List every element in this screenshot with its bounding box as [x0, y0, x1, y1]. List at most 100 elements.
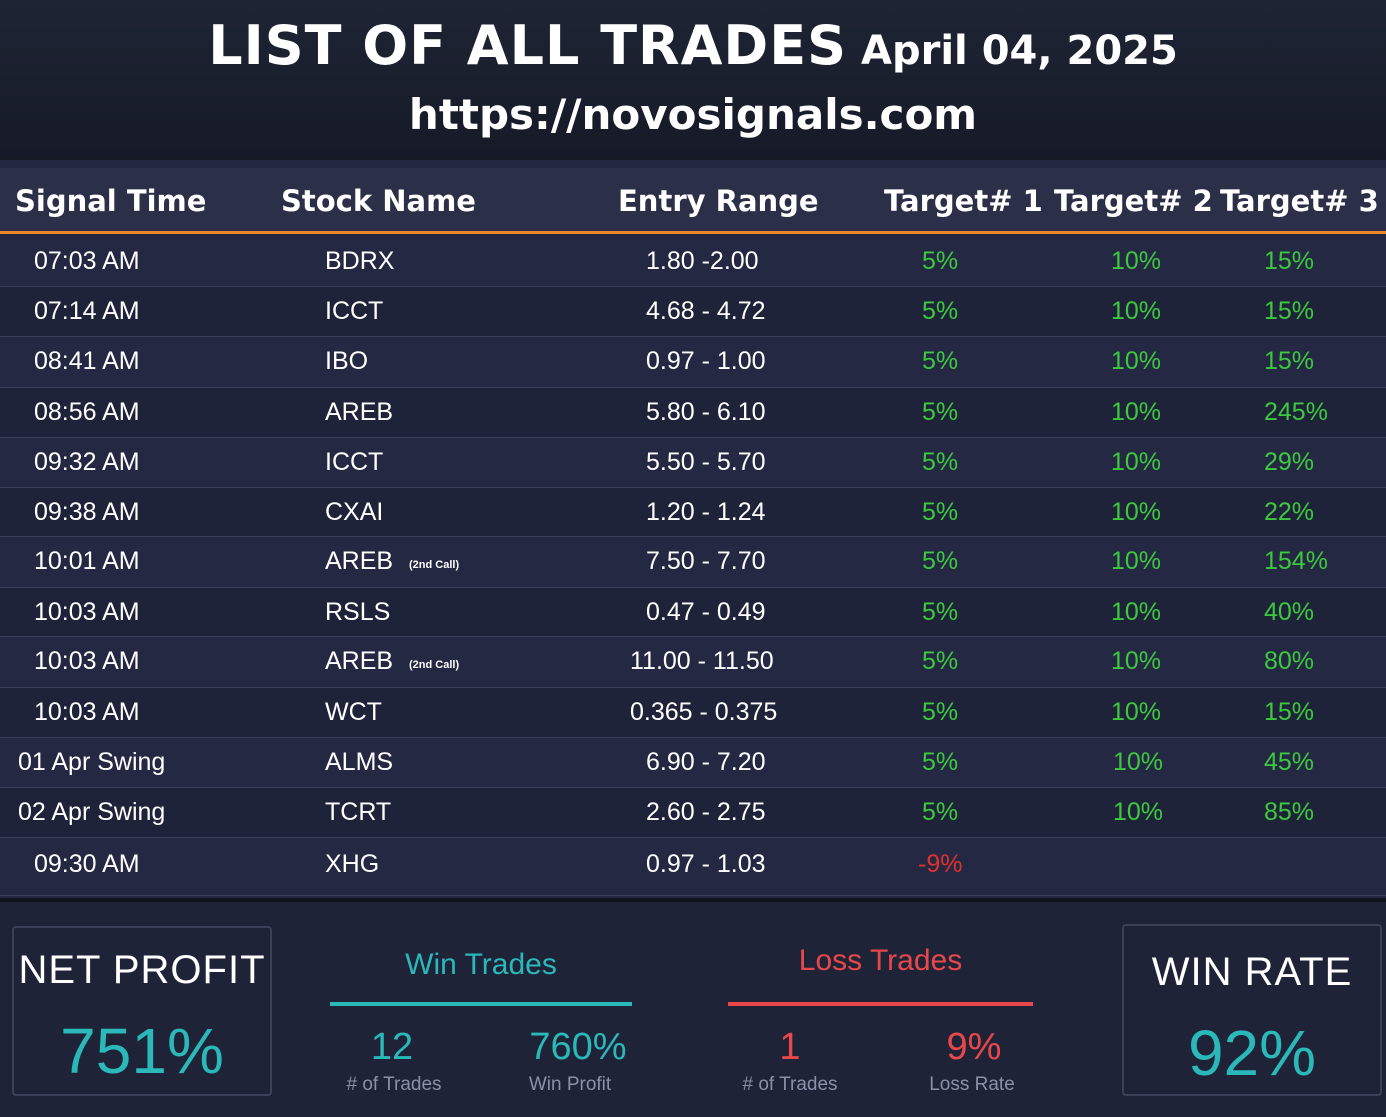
entry-range-cell: 0.97 - 1.03: [646, 850, 766, 878]
net-profit-box: NET PROFIT 751%: [12, 926, 272, 1096]
entry-range-cell: 0.97 - 1.00: [646, 347, 766, 375]
entry-range-cell: 4.68 - 4.72: [646, 297, 766, 325]
signal-time-cell: 02 Apr Swing: [18, 798, 166, 826]
loss-trades-divider: [728, 1002, 1033, 1006]
stock-name-cell: IBO: [325, 347, 369, 375]
target-1-cell: 5%: [922, 798, 959, 826]
target-3-cell: 15%: [1264, 297, 1315, 325]
stock-name-cell: TCRT: [325, 798, 392, 826]
target-2-cell: 10%: [1111, 398, 1162, 426]
target-1-cell: 5%: [922, 398, 959, 426]
table-row: 09:32 AM ICCT 5.50 - 5.70 5% 10% 29%: [0, 438, 1386, 488]
target-3-cell: 154%: [1264, 547, 1328, 575]
target-3-cell: 245%: [1264, 398, 1328, 426]
stock-name-cell: ICCT: [325, 448, 384, 476]
column-header-target-3: Target# 3: [1220, 184, 1379, 218]
loss-rate-label: Loss Rate: [929, 1074, 1015, 1095]
target-1-cell: 5%: [922, 448, 959, 476]
stock-name-cell: WCT: [325, 698, 382, 726]
target-2-cell: 10%: [1113, 748, 1164, 776]
target-1-cell: 5%: [922, 547, 959, 575]
table-row: 07:14 AM ICCT 4.68 - 4.72 5% 10% 15%: [0, 287, 1386, 337]
loss-rate-value: 9%: [946, 1026, 1002, 1068]
column-header-stock-name: Stock Name: [281, 184, 476, 218]
win-rate-value: 92%: [1187, 1017, 1317, 1089]
target-2-cell: 10%: [1113, 798, 1164, 826]
target-1-cell: 5%: [922, 498, 959, 526]
entry-range-cell: 2.60 - 2.75: [646, 798, 766, 826]
target-1-cell: 5%: [922, 698, 959, 726]
target-2-cell: 10%: [1111, 247, 1162, 275]
table-row: 01 Apr Swing ALMS 6.90 - 7.20 5% 10% 45%: [0, 738, 1386, 788]
win-profit-label: Win Profit: [528, 1074, 612, 1095]
stock-note: (2nd Call): [409, 659, 460, 671]
loss-trades-count: 1: [779, 1026, 801, 1068]
table-row: 08:41 AM IBO 0.97 - 1.00 5% 10% 15%: [0, 337, 1386, 388]
stock-name-cell: AREB: [325, 547, 394, 575]
target-3-cell: 15%: [1264, 698, 1315, 726]
signal-time-cell: 07:03 AM: [34, 247, 140, 275]
stock-name-cell: BDRX: [325, 247, 395, 275]
entry-range-cell: 7.50 - 7.70: [646, 547, 766, 575]
target-3-cell: 15%: [1264, 347, 1315, 375]
win-profit-value: 760%: [529, 1026, 627, 1068]
table-row: 09:38 AM CXAI 1.20 - 1.24 5% 10% 22%: [0, 488, 1386, 537]
signal-time-cell: 08:56 AM: [34, 398, 140, 426]
signal-time-cell: 10:03 AM: [34, 698, 140, 726]
column-header-entry-range: Entry Range: [618, 184, 819, 218]
entry-range-cell: 5.80 - 6.10: [646, 398, 766, 426]
target-3-cell: 22%: [1264, 498, 1315, 526]
win-trades-divider: [330, 1002, 632, 1006]
stock-name-cell: ALMS: [325, 748, 394, 776]
signal-time-cell: 10:03 AM: [34, 598, 140, 626]
stock-name-cell: CXAI: [325, 498, 384, 526]
target-1-cell: 5%: [922, 647, 959, 675]
title-line: LIST OF ALL TRADES April 04, 2025: [0, 14, 1386, 77]
table-row: 10:01 AM AREB (2nd Call) 7.50 - 7.70 5% 10% 15…: [0, 537, 1386, 588]
table-row: 10:03 AM RSLS 0.47 - 0.49 5% 10% 40%: [0, 588, 1386, 637]
target-3-cell: 15%: [1264, 247, 1315, 275]
table-row: 10:03 AM WCT 0.365 - 0.375 5% 10% 15%: [0, 688, 1386, 738]
column-header-target-2: Target# 2: [1054, 184, 1213, 218]
signal-time-cell: 10:01 AM: [34, 547, 140, 575]
trades-table: Signal Time Stock Name Entry Range Targe…: [0, 160, 1386, 898]
column-header-signal-time: Signal Time: [15, 184, 207, 218]
target-1-cell: 5%: [922, 297, 959, 325]
table-row: 10:03 AM AREB (2nd Call) 11.00 - 11.50 5% 10%…: [0, 637, 1386, 688]
site-url: https://novosignals.com: [408, 90, 978, 139]
target-2-cell: 10%: [1111, 547, 1162, 575]
target-1-cell: 5%: [922, 748, 959, 776]
target-2-cell: 10%: [1111, 448, 1162, 476]
report-date: April 04, 2025: [861, 28, 1178, 74]
entry-range-cell: 0.47 - 0.49: [646, 598, 766, 626]
target-2-cell: 10%: [1111, 598, 1162, 626]
target-2-cell: 10%: [1111, 347, 1162, 375]
signal-time-cell: 08:41 AM: [34, 347, 140, 375]
win-rate-box: WIN RATE 92%: [1122, 924, 1382, 1096]
entry-range-cell: 11.00 - 11.50: [630, 647, 774, 675]
table-row: 07:03 AM BDRX 1.80 -2.00 5% 10% 15%: [0, 237, 1386, 287]
net-profit-value: 751%: [60, 1015, 224, 1087]
signal-time-cell: 09:30 AM: [34, 850, 140, 878]
net-profit-label: NET PROFIT: [18, 948, 266, 992]
stock-note: (2nd Call): [409, 559, 460, 571]
target-1-cell: 5%: [922, 598, 959, 626]
signal-time-cell: 10:03 AM: [34, 647, 140, 675]
target-2-cell: 10%: [1111, 698, 1162, 726]
win-trades-title: Win Trades: [405, 948, 557, 981]
entry-range-cell: 5.50 - 5.70: [646, 448, 766, 476]
page-header: LIST OF ALL TRADES April 04, 2025 https:/…: [0, 0, 1386, 160]
signal-time-cell: 01 Apr Swing: [18, 748, 166, 776]
target-3-cell: 85%: [1264, 798, 1315, 826]
win-trades-count-label: # of Trades: [346, 1074, 442, 1095]
entry-range-cell: 6.90 - 7.20: [646, 748, 766, 776]
table-row: 08:56 AM AREB 5.80 - 6.10 5% 10% 245%: [0, 388, 1386, 438]
signal-time-cell: 09:38 AM: [34, 498, 140, 526]
summary-panel: NET PROFIT 751% Win Trades 12 # of Trade…: [0, 898, 1386, 1117]
target-2-cell: 10%: [1111, 498, 1162, 526]
target-2-cell: 10%: [1111, 647, 1162, 675]
target-3-cell: 29%: [1264, 448, 1315, 476]
target-1-cell: -9%: [918, 850, 963, 878]
signal-time-cell: 07:14 AM: [34, 297, 140, 325]
target-3-cell: 40%: [1264, 598, 1315, 626]
